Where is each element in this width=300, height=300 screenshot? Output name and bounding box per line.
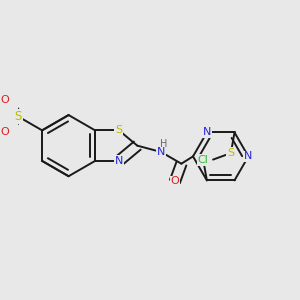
Text: S: S xyxy=(227,148,234,158)
Text: S: S xyxy=(14,110,22,123)
Text: S: S xyxy=(116,125,122,135)
Text: H: H xyxy=(160,139,168,149)
Text: N: N xyxy=(115,156,123,166)
Text: N: N xyxy=(244,152,253,161)
Text: O: O xyxy=(1,127,9,137)
Text: Cl: Cl xyxy=(198,155,208,165)
Text: O: O xyxy=(170,176,179,187)
Text: N: N xyxy=(203,128,211,137)
Text: N: N xyxy=(157,147,165,157)
Text: O: O xyxy=(1,94,9,105)
